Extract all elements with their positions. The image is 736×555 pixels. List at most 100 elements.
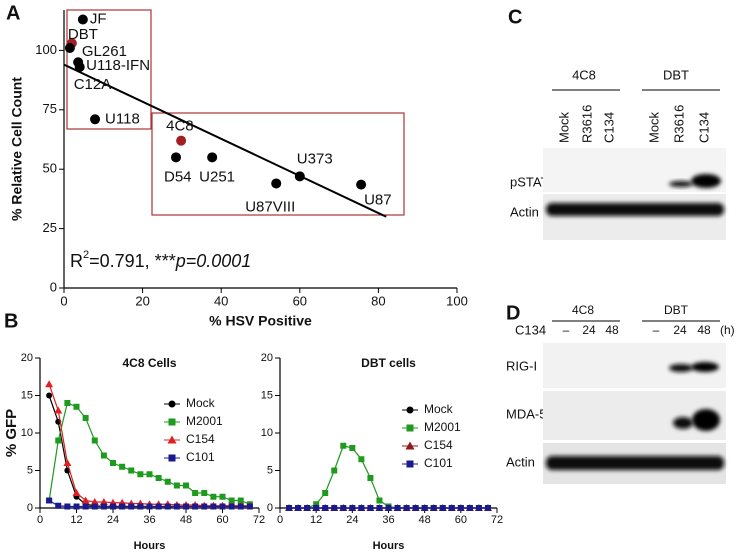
lane-label: – (563, 323, 570, 337)
point (219, 493, 226, 500)
x-tick-label: 0 (60, 293, 67, 308)
x-tick-label: 24 (346, 514, 358, 526)
point (331, 467, 338, 474)
lane-label: C134 (696, 112, 711, 143)
legend-marker (167, 435, 177, 444)
point (90, 498, 99, 505)
highlight-box (151, 112, 405, 216)
point (295, 505, 302, 511)
point (457, 505, 464, 511)
y-tick-label: 15 (21, 389, 33, 401)
point (91, 503, 98, 510)
point (119, 503, 126, 510)
point (228, 503, 235, 510)
x-tick-label: 36 (382, 514, 394, 526)
band (546, 203, 724, 216)
point (421, 505, 428, 511)
point (466, 505, 473, 511)
point-label: DBT (68, 26, 98, 43)
point (55, 502, 62, 509)
point (430, 505, 437, 511)
legend-marker (405, 441, 415, 450)
point (82, 503, 89, 510)
panel-label: C (508, 6, 522, 28)
y-tick-label: 0 (27, 502, 33, 514)
x-tick-label: 12 (310, 514, 322, 526)
x-tick-label: 60 (216, 514, 228, 526)
y-tick-label: 10 (21, 427, 33, 439)
x-tick-label: 48 (419, 514, 431, 526)
band (673, 417, 693, 429)
point (246, 503, 253, 510)
point (81, 496, 90, 504)
point (137, 503, 144, 510)
x-tick-label: 36 (143, 514, 155, 526)
point (45, 380, 54, 388)
point (349, 445, 356, 451)
point (77, 14, 88, 25)
point (63, 459, 72, 466)
row-label: Actin (510, 204, 539, 219)
point (72, 489, 81, 496)
point (356, 179, 367, 190)
y-axis-title: % Relative Cell Count (9, 77, 25, 221)
point (46, 497, 53, 504)
point (349, 505, 356, 511)
point (183, 503, 189, 510)
point (286, 505, 293, 511)
point (64, 503, 71, 510)
lane-label: 48 (697, 323, 711, 337)
group-label: DBT (664, 303, 689, 317)
y-tick-label: 0 (50, 279, 57, 294)
point (376, 497, 383, 504)
series-line (48, 384, 250, 507)
point (228, 497, 235, 504)
x-axis-title: % HSV Positive (209, 313, 312, 329)
point (164, 478, 171, 485)
point (176, 135, 187, 146)
x-tick-label: 72 (491, 514, 503, 526)
treatment-label: C134 (515, 322, 546, 337)
x-tick-label: 72 (253, 514, 265, 526)
point (304, 505, 311, 511)
legend-marker (406, 424, 414, 432)
x-axis-title: Hours (134, 540, 166, 552)
y-tick-label: 5 (27, 464, 33, 476)
point (313, 505, 320, 511)
y-tick-label: 20 (261, 352, 273, 364)
row-label: MDA-5 (506, 406, 546, 421)
legend-label: C154 (424, 438, 453, 452)
blot-c: 4C8 DBT pSTAT1 Actin (510, 67, 726, 240)
y-tick-label: 5 (267, 464, 273, 476)
annotation: R2=0.791, ***p=0.0001 (70, 249, 251, 271)
legend-marker (406, 460, 414, 468)
x-tick-label: 60 (293, 293, 307, 308)
band (669, 364, 693, 372)
point (146, 503, 153, 510)
point (394, 505, 401, 511)
lane-label: C134 (601, 112, 616, 143)
point (171, 152, 182, 163)
x-tick-label: 20 (135, 293, 149, 308)
point (146, 471, 153, 478)
legend-marker (168, 454, 176, 462)
legend-marker (406, 406, 414, 414)
y-tick-label: 10 (261, 427, 273, 439)
point (201, 503, 208, 510)
group-label: DBT (663, 67, 689, 82)
fit-line (63, 63, 387, 218)
row-label: Actin (506, 454, 535, 469)
y-tick-label: 100 (35, 42, 57, 57)
point-label: C12A (74, 76, 112, 93)
point (210, 503, 217, 510)
point-label: U87VIII (245, 198, 295, 215)
point (271, 178, 282, 189)
panel-label: A (6, 2, 20, 24)
legend-label: Mock (186, 396, 216, 410)
point-label: JF (90, 10, 107, 27)
point (340, 505, 347, 511)
legend-marker (168, 418, 176, 426)
legend-label: M2001 (424, 420, 461, 434)
point (367, 475, 374, 481)
x-tick-label: 48 (180, 514, 192, 526)
